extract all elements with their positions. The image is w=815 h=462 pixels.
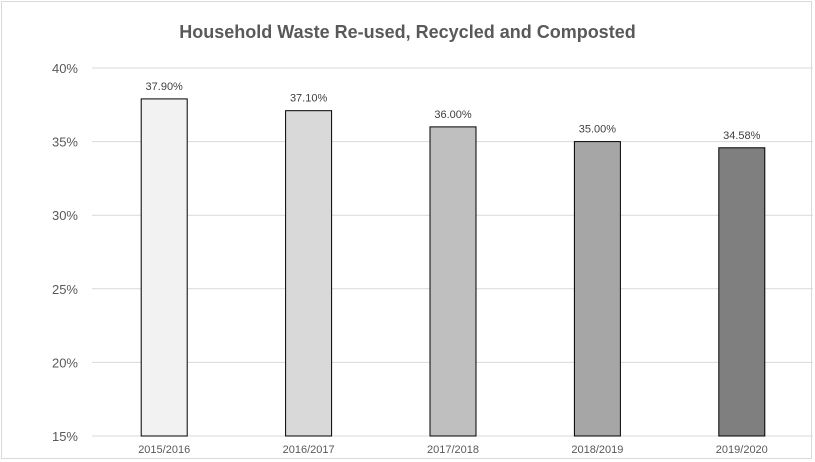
- x-category-label: 2017/2018: [427, 444, 479, 456]
- bar-2016-2017: [285, 110, 333, 437]
- x-category-label: 2015/2016: [138, 444, 190, 456]
- data-label: 34.58%: [723, 130, 761, 142]
- y-tick-label: 40%: [52, 61, 78, 76]
- chart-title: Household Waste Re-used, Recycled and Co…: [179, 22, 636, 42]
- data-label: 37.90%: [146, 81, 184, 93]
- bar-2017-2018: [429, 126, 477, 437]
- x-category-label: 2018/2019: [571, 444, 623, 456]
- data-label: 37.10%: [290, 93, 328, 105]
- y-tick-label: 20%: [52, 355, 78, 370]
- y-axis-tick-labels: 15% 20% 25% 30% 35% 40%: [52, 61, 78, 444]
- y-tick-label: 15%: [52, 429, 78, 444]
- y-tick-label: 25%: [52, 282, 78, 297]
- bar-2015-2016: [140, 98, 188, 437]
- bar-2019-2020: [718, 147, 766, 437]
- x-category-label: 2016/2017: [283, 444, 335, 456]
- y-tick-label: 30%: [52, 208, 78, 223]
- x-category-label: 2019/2020: [716, 444, 768, 456]
- y-tick-label: 35%: [52, 135, 78, 150]
- bars: [140, 98, 766, 437]
- data-labels: 37.90% 37.10% 36.00% 35.00% 34.58%: [146, 81, 761, 142]
- x-axis-category-labels: 2015/2016 2016/2017 2017/2018 2018/2019 2019…: [138, 444, 768, 456]
- data-label: 35.00%: [579, 124, 617, 136]
- data-label: 36.00%: [434, 109, 472, 121]
- bar-2018-2019: [573, 141, 621, 437]
